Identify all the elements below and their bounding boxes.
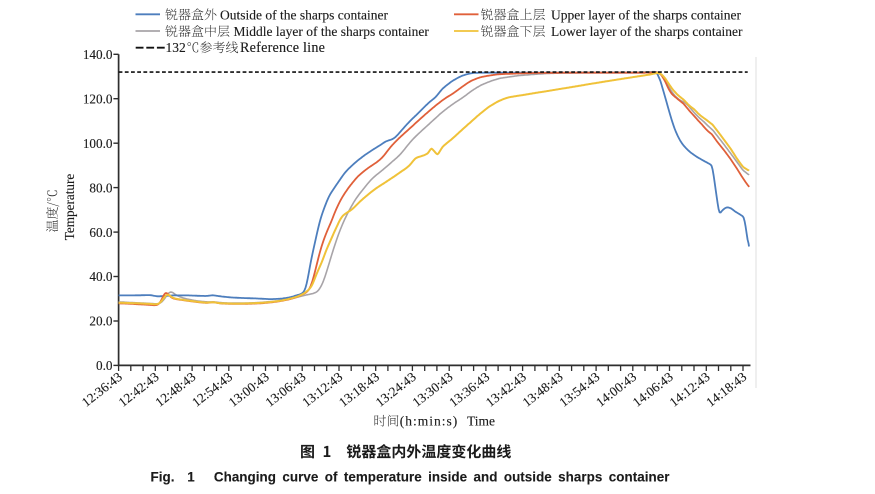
svg-text:0.0: 0.0 [96, 358, 113, 373]
svg-text:80.0: 80.0 [89, 180, 112, 195]
svg-text:Lower layer of the sharps cont: Lower layer of the sharps container [551, 24, 743, 39]
svg-text:(h:min:s): (h:min:s) [400, 414, 459, 429]
svg-text:60.0: 60.0 [89, 225, 112, 240]
svg-text:Fig. 1 Changing curve of te: Fig. 1 Changing curve of temperature ins… [151, 470, 671, 485]
svg-text:Reference line: Reference line [240, 40, 325, 56]
svg-text:120.0: 120.0 [83, 91, 113, 106]
svg-text:Upper layer of the sharps cont: Upper layer of the sharps container [551, 7, 742, 22]
svg-text:100.0: 100.0 [83, 136, 113, 151]
svg-text:Temperature: Temperature [62, 174, 77, 241]
svg-text:132: 132 [166, 40, 186, 55]
svg-text:Outside of the sharps containe: Outside of the sharps container [220, 7, 388, 22]
svg-text:Middle layer of the sharps con: Middle layer of the sharps container [234, 24, 430, 39]
svg-text:140.0: 140.0 [83, 47, 113, 62]
svg-text:20.0: 20.0 [89, 314, 112, 329]
svg-text:Time: Time [467, 414, 495, 429]
svg-text:40.0: 40.0 [89, 269, 112, 284]
